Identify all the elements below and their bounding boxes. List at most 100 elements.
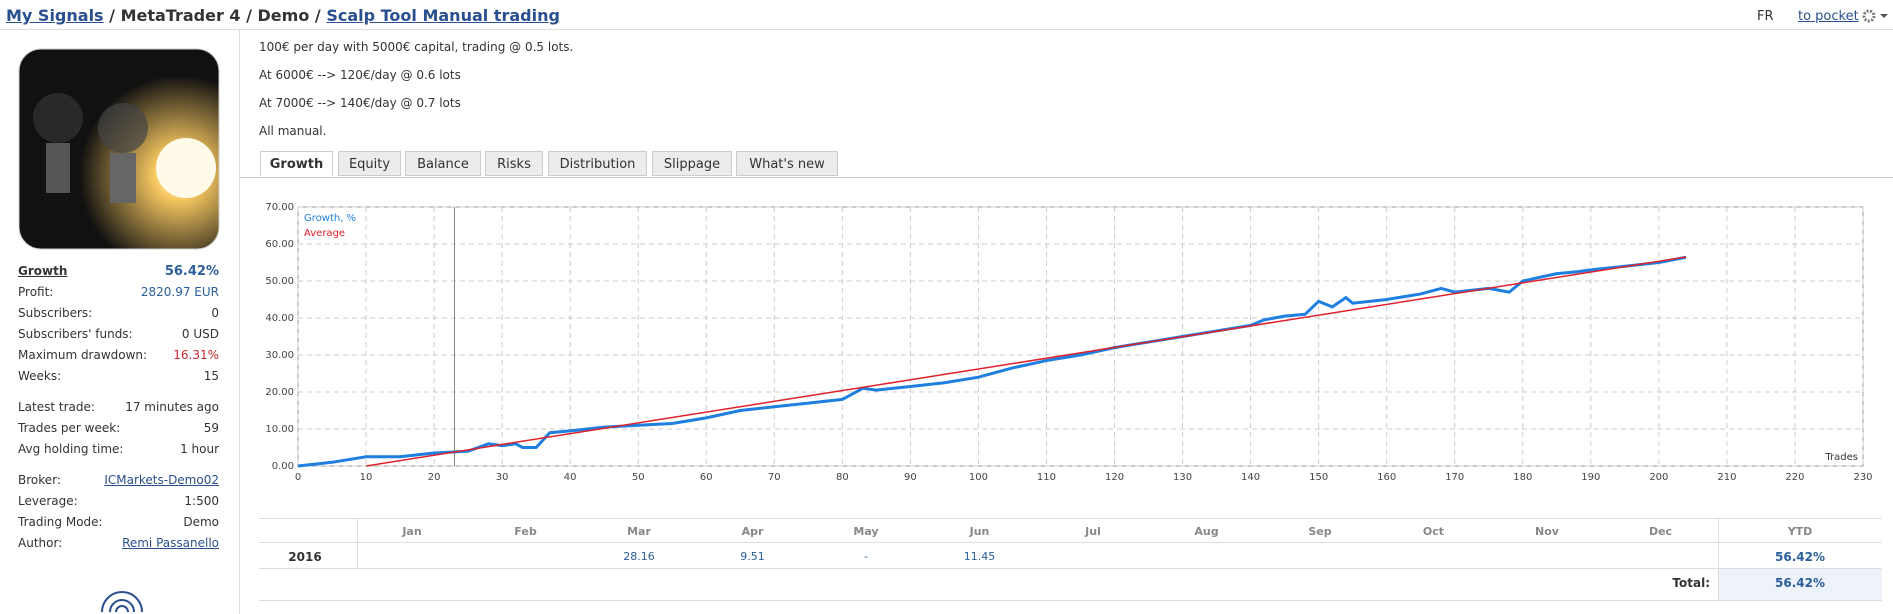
month-header: Dec — [1648, 525, 1673, 538]
month-header: May — [853, 525, 879, 538]
cal-rule — [357, 518, 358, 568]
tab[interactable]: Equity — [338, 151, 401, 176]
stat-label: Weeks: — [18, 369, 62, 383]
x-tick-label: 220 — [1785, 472, 1804, 483]
month-value: 28.16 — [623, 550, 655, 563]
y-tick-label: 60.00 — [265, 239, 294, 250]
x-axis-label: Trades — [1824, 452, 1858, 463]
stat-label: Trades per week: — [18, 421, 121, 435]
month-value: - — [864, 550, 868, 563]
month-header: Sep — [1308, 525, 1332, 538]
ytd-header: YTD — [1787, 525, 1813, 538]
x-tick-label: 120 — [1105, 472, 1124, 483]
tab[interactable]: Distribution — [548, 151, 647, 176]
sidebar-rule — [239, 29, 240, 614]
chart: 0.00 10.00 20.00 30.00 40.00 50.00 60.00 70.00 0… — [265, 202, 1872, 483]
x-tick-label: 170 — [1445, 472, 1464, 483]
breadcrumb: My Signals / MetaTrader 4 / Demo / Scalp… — [6, 6, 560, 25]
tab[interactable]: What's new — [736, 151, 838, 176]
stat-value: 17 minutes ago — [125, 400, 219, 414]
series-line — [365, 256, 1687, 467]
broadcast-icon — [101, 591, 143, 613]
x-tick-label: 60 — [700, 472, 713, 483]
ytd-value: 56.42% — [1775, 550, 1825, 564]
tab[interactable]: Balance — [405, 151, 481, 176]
month-value: 9.51 — [740, 550, 765, 563]
month-header: Feb — [514, 525, 537, 538]
cal-rule — [259, 568, 1882, 569]
stat-value: 2820.97 EUR — [140, 285, 219, 299]
signal-name[interactable]: Scalp Tool Manual trading — [326, 6, 560, 25]
legend-entry: Growth, % — [304, 213, 356, 224]
month-header: Mar — [627, 525, 651, 538]
x-tick-label: 70 — [768, 472, 781, 483]
x-tick-label: 180 — [1513, 472, 1532, 483]
stat-label: Growth — [18, 264, 68, 278]
stat-label: Subscribers' funds: — [18, 327, 133, 341]
stat-value: 15 — [203, 369, 219, 383]
stat-value[interactable]: ICMarkets-Demo02 — [104, 473, 219, 487]
cal-rule — [1718, 518, 1719, 600]
x-tick-label: 90 — [904, 472, 917, 483]
description-line: At 7000€ --> 140€/day @ 0.7 lots — [259, 96, 461, 110]
stat-label: Broker: — [18, 473, 61, 487]
total-label: Total: — [1672, 576, 1710, 590]
y-tick-label: 40.00 — [265, 313, 294, 324]
y-tick-label: 10.00 — [265, 424, 294, 435]
x-tick-label: 100 — [969, 472, 988, 483]
stat-value: 0 USD — [181, 327, 219, 341]
breadcrumb-path: / MetaTrader 4 / Demo / — [109, 6, 321, 25]
x-tick-label: 30 — [496, 472, 509, 483]
avatar — [18, 48, 220, 250]
x-tick-label: 130 — [1173, 472, 1192, 483]
cal-ytd-bg — [1719, 569, 1882, 600]
total-value: 56.42% — [1775, 576, 1825, 590]
x-tick-label: 230 — [1853, 472, 1872, 483]
language[interactable]: FR — [1757, 9, 1774, 24]
stat-label: Leverage: — [18, 494, 78, 508]
month-header: Jul — [1085, 525, 1101, 538]
month-header: Oct — [1422, 525, 1445, 538]
stat-value: 0 — [211, 306, 219, 320]
x-tick-label: 190 — [1581, 472, 1600, 483]
x-tick-label: 200 — [1649, 472, 1668, 483]
y-tick-label: 20.00 — [265, 387, 294, 398]
x-tick-label: 140 — [1241, 472, 1260, 483]
tabs-rule — [240, 177, 1893, 178]
breadcrumb-link[interactable]: My Signals — [6, 6, 104, 25]
y-tick-label: 70.00 — [265, 202, 294, 213]
stat-label: Avg holding time: — [18, 442, 124, 456]
stat-label: Maximum drawdown: — [18, 348, 148, 362]
tab[interactable]: Risks — [485, 151, 543, 176]
month-header: Aug — [1194, 525, 1219, 538]
x-tick-label: 150 — [1309, 472, 1328, 483]
pocket-link[interactable]: to pocket — [1798, 9, 1859, 24]
cal-rule — [259, 542, 1882, 543]
x-tick-label: 40 — [564, 472, 577, 483]
stat-label: Subscribers: — [18, 306, 93, 320]
month-header: Apr — [741, 525, 764, 538]
description-line: All manual. — [259, 124, 327, 138]
stat-value: 16.31% — [173, 348, 219, 362]
month-header: Nov — [1535, 525, 1559, 538]
x-tick-label: 0 — [295, 472, 301, 483]
header-rule — [0, 29, 1893, 30]
stat-value: 1 hour — [180, 442, 219, 456]
x-tick-label: 10 — [360, 472, 373, 483]
month-header: Jan — [402, 525, 422, 538]
tab[interactable]: Slippage — [652, 151, 732, 176]
y-tick-label: 50.00 — [265, 276, 294, 287]
stat-label: Latest trade: — [18, 400, 95, 414]
stat-value[interactable]: Remi Passanello — [122, 536, 219, 550]
stat-label: Author: — [18, 536, 63, 550]
month-value: 11.45 — [963, 550, 996, 563]
month-header: Jun — [969, 525, 990, 538]
x-tick-label: 110 — [1037, 472, 1056, 483]
description-line: 100€ per day with 5000€ capital, trading… — [259, 40, 574, 54]
settings-icon[interactable] — [1862, 8, 1890, 24]
tab[interactable]: Growth — [260, 151, 333, 176]
series-line — [297, 255, 1687, 468]
y-tick-label: 30.00 — [265, 350, 294, 361]
stat-label: Profit: — [18, 285, 54, 299]
